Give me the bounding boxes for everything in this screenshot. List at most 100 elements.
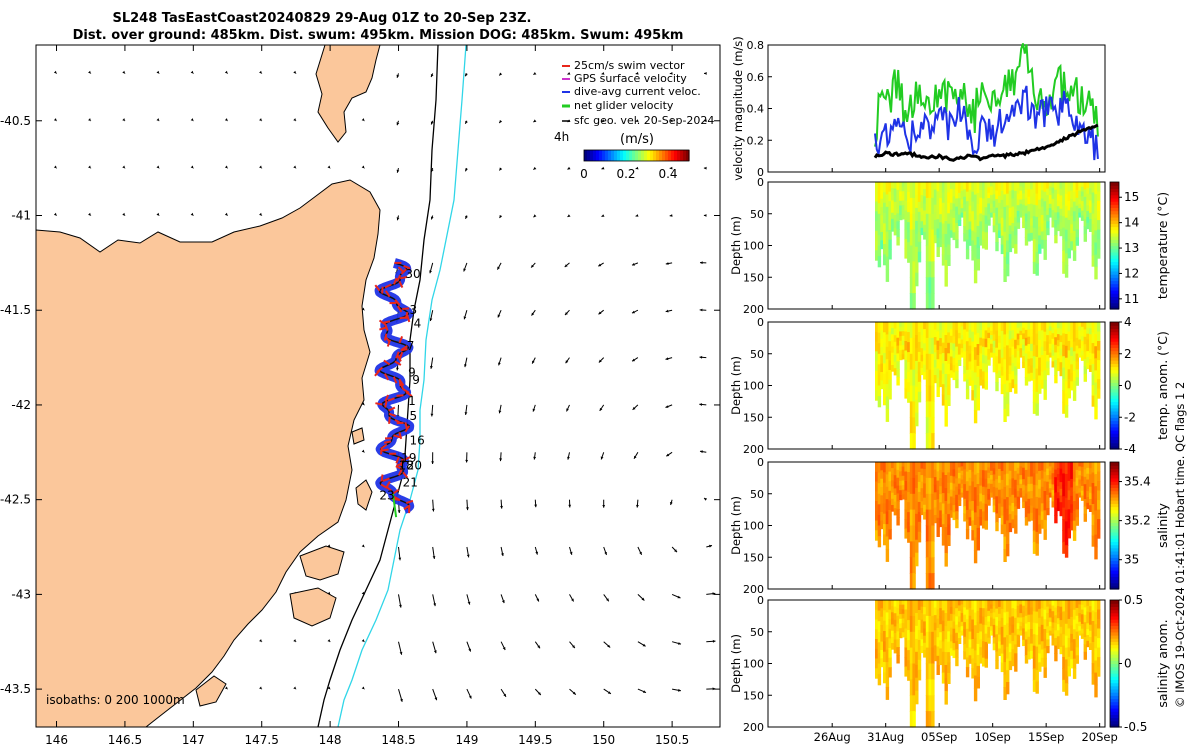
section-cell — [1032, 182, 1037, 194]
section-cell — [1067, 331, 1071, 342]
section-cell — [939, 656, 943, 666]
section-cell — [1056, 352, 1061, 359]
section-cell — [904, 239, 908, 250]
section-cell — [1089, 492, 1093, 500]
section-cell — [1086, 333, 1090, 341]
section-cell — [952, 490, 956, 499]
section-cell — [1083, 637, 1087, 645]
section-cell — [963, 322, 967, 330]
section-cell — [931, 695, 935, 712]
section-cell — [992, 618, 997, 626]
section-cell — [912, 277, 916, 294]
section-cell — [1083, 233, 1087, 242]
section-cell — [995, 207, 999, 217]
section-cell — [976, 622, 980, 634]
section-cell — [1035, 368, 1039, 381]
section-cell — [901, 627, 906, 633]
section-cell — [904, 341, 908, 352]
swim-vector — [395, 351, 400, 359]
section-cell — [923, 504, 927, 513]
map-frame — [35, 44, 721, 728]
velocity-arrow — [567, 166, 571, 170]
section-cell — [1070, 190, 1074, 200]
section-cell — [1022, 467, 1026, 474]
section-cell — [1064, 217, 1069, 231]
section-cell — [917, 231, 922, 243]
section-cell — [992, 474, 997, 482]
section-cell — [968, 631, 972, 641]
section-cell — [1051, 467, 1055, 474]
section-cell — [976, 193, 980, 205]
velocity-arrow — [671, 593, 681, 599]
section-cell — [883, 373, 887, 385]
section-cell — [1030, 614, 1034, 623]
colorbar-swatch — [608, 150, 612, 161]
section-cell — [1003, 269, 1007, 282]
section-cell — [987, 478, 991, 485]
section-cell — [1094, 498, 1098, 511]
section-cell — [899, 485, 903, 491]
section-cell — [1043, 211, 1047, 222]
section-cell — [982, 649, 986, 659]
section-cell — [1043, 629, 1047, 640]
section-cell — [1059, 620, 1063, 628]
section-cell — [949, 620, 954, 629]
section-cell — [912, 631, 916, 649]
section-cell — [992, 322, 997, 329]
section-colorbar-swatch — [1110, 560, 1119, 565]
section-cell — [957, 605, 962, 612]
section-cell — [1062, 530, 1066, 543]
section-cell — [877, 514, 882, 527]
section-cell — [891, 624, 895, 632]
section-cell — [1089, 600, 1093, 607]
section-cell — [992, 643, 997, 651]
swim-vector — [398, 378, 402, 387]
section-cell — [990, 492, 994, 498]
section-cell — [1043, 201, 1047, 212]
section-cell — [1078, 466, 1082, 472]
section-cell — [1038, 330, 1042, 341]
section-cell — [1075, 345, 1079, 355]
section-cell — [1035, 182, 1039, 195]
section-cell — [1083, 226, 1087, 235]
section-cell — [1097, 619, 1101, 630]
section-cell — [1064, 205, 1069, 219]
section-cell — [1016, 617, 1021, 624]
section-cell — [1051, 338, 1055, 345]
section-cell — [971, 462, 975, 473]
section-cell — [995, 347, 999, 357]
section-cell — [1078, 199, 1082, 205]
velocity-arrow — [533, 119, 537, 123]
section-cell — [915, 246, 919, 261]
section-cell — [912, 245, 916, 262]
velocity-arrow — [464, 167, 468, 172]
section-cell — [1051, 490, 1055, 497]
section-cell — [931, 600, 935, 617]
section-cell — [998, 468, 1002, 477]
section-cell — [907, 232, 911, 243]
section-cell — [982, 206, 986, 216]
section-cell — [933, 337, 938, 346]
section-cell — [1097, 471, 1101, 482]
section-colorbar-swatch — [1110, 496, 1119, 501]
section-cell — [936, 368, 940, 379]
swim-vector — [384, 323, 389, 331]
section-cell — [1032, 484, 1037, 497]
section-cell — [893, 495, 898, 503]
section-cell — [1027, 607, 1031, 616]
section-cell — [1059, 462, 1063, 470]
section-cell — [1080, 485, 1085, 492]
section-cell — [1011, 494, 1015, 504]
section-cell — [1040, 462, 1045, 471]
section-cell — [960, 608, 964, 614]
section-cell — [1043, 239, 1047, 251]
section-cell — [947, 662, 951, 674]
section-cell — [923, 469, 927, 477]
section-cell — [888, 600, 892, 611]
section-cell — [1000, 497, 1005, 508]
section-cell — [1086, 187, 1090, 195]
section-cell — [936, 462, 940, 472]
section-cell — [976, 258, 980, 271]
section-cell — [933, 375, 938, 384]
section-cell — [1097, 638, 1101, 649]
